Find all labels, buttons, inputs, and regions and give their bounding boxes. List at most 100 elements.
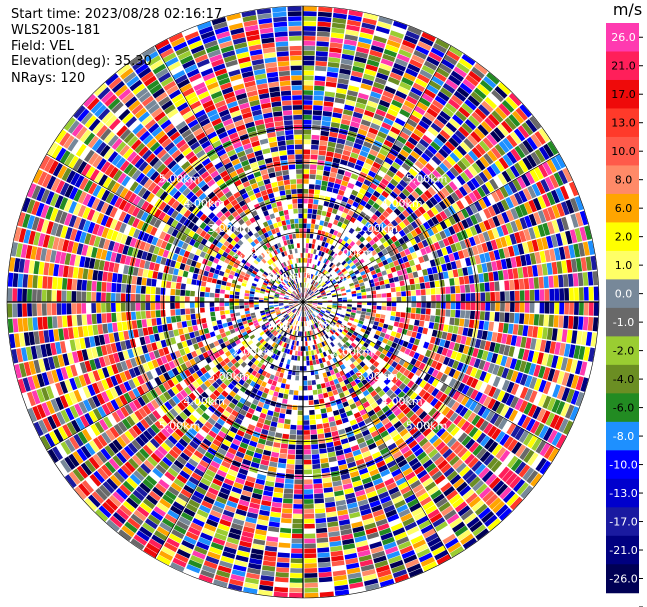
velocity-gate: [414, 160, 425, 170]
velocity-gate: [279, 413, 286, 419]
velocity-gate: [447, 542, 462, 553]
velocity-gate: [64, 474, 77, 488]
velocity-gate: [50, 193, 60, 207]
velocity-gate: [185, 480, 197, 490]
velocity-gate: [145, 294, 151, 302]
velocity-gate: [482, 490, 495, 503]
velocity-gate: [137, 375, 145, 385]
velocity-gate: [373, 35, 387, 44]
velocity-gate: [420, 314, 426, 321]
velocity-gate: [232, 386, 240, 394]
velocity-gate: [333, 8, 348, 15]
velocity-gate: [398, 229, 406, 237]
velocity-gate: [175, 289, 181, 296]
velocity-gate: [394, 573, 409, 583]
velocity-gate: [316, 36, 330, 42]
velocity-gate: [408, 259, 415, 267]
velocity-gate: [333, 317, 338, 322]
velocity-gate: [168, 398, 177, 408]
velocity-gate: [293, 314, 297, 320]
velocity-gate: [305, 311, 307, 317]
velocity-gate: [333, 440, 342, 447]
velocity-gate: [406, 118, 418, 128]
velocity-gate: [321, 292, 326, 295]
velocity-gate: [326, 237, 331, 244]
velocity-gate: [27, 274, 33, 288]
velocity-gate: [249, 291, 255, 295]
velocity-gate: [28, 360, 37, 375]
velocity-gate: [274, 307, 280, 310]
velocity-gate: [329, 329, 335, 335]
velocity-gate: [532, 225, 541, 239]
velocity-gate: [126, 415, 136, 427]
velocity-gate: [317, 204, 323, 211]
velocity-gate: [192, 518, 205, 527]
velocity-gate: [471, 460, 483, 472]
velocity-gate: [149, 490, 161, 502]
velocity-gate: [418, 362, 426, 371]
velocity-gate: [319, 312, 324, 317]
velocity-gate: [186, 564, 201, 574]
velocity-gate: [132, 217, 140, 228]
velocity-gate: [341, 154, 350, 161]
velocity-gate: [118, 211, 127, 222]
velocity-gate: [320, 291, 326, 294]
velocity-gate: [343, 328, 349, 334]
velocity-gate: [219, 302, 225, 307]
velocity-gate: [142, 522, 156, 534]
velocity-gate: [521, 416, 532, 429]
velocity-gate: [305, 258, 308, 263]
velocity-gate: [247, 407, 255, 415]
velocity-gate: [330, 251, 335, 257]
velocity-gate: [342, 483, 353, 490]
velocity-gate: [476, 83, 490, 96]
velocity-gate: [547, 141, 559, 156]
velocity-gate: [91, 292, 96, 302]
velocity-gate: [116, 283, 122, 293]
velocity-gate: [303, 174, 309, 179]
velocity-gate: [254, 297, 259, 300]
velocity-gate: [245, 516, 257, 524]
velocity-gate: [505, 196, 514, 209]
velocity-gate: [442, 83, 456, 94]
velocity-gate: [226, 375, 234, 383]
velocity-gate: [278, 542, 291, 548]
velocity-gate: [81, 303, 87, 314]
velocity-gate: [181, 242, 189, 250]
velocity-gate: [492, 215, 501, 227]
velocity-gate: [195, 419, 204, 429]
velocity-gate: [111, 182, 121, 194]
velocity-gate: [347, 14, 362, 22]
velocity-gate: [362, 302, 367, 305]
velocity-gate: [429, 513, 443, 524]
velocity-gate: [244, 521, 256, 529]
velocity-gate: [330, 545, 343, 552]
velocity-gate: [450, 440, 461, 451]
velocity-gate: [33, 261, 40, 275]
velocity-gate: [523, 432, 534, 446]
velocity-gate: [371, 504, 383, 513]
velocity-gate: [291, 548, 303, 554]
velocity-gate: [396, 296, 402, 302]
velocity-gate: [354, 377, 361, 385]
velocity-gate: [502, 137, 514, 151]
velocity-gate: [269, 426, 277, 432]
velocity-gate: [478, 359, 486, 370]
velocity-gate: [199, 375, 208, 383]
velocity-gate: [229, 426, 238, 434]
velocity-gate: [244, 480, 255, 488]
velocity-gate: [55, 382, 64, 396]
velocity-gate: [213, 257, 220, 264]
velocity-gate: [235, 451, 245, 459]
velocity-gate: [245, 412, 253, 419]
velocity-gate: [28, 260, 35, 274]
velocity-gate: [72, 326, 79, 339]
velocity-gate: [324, 96, 335, 103]
velocity-gate: [310, 365, 314, 371]
velocity-gate: [175, 383, 184, 392]
velocity-gate: [331, 560, 345, 567]
velocity-gate: [70, 364, 78, 377]
velocity-gate: [469, 225, 478, 236]
velocity-gate: [303, 375, 308, 381]
velocity-gate: [112, 491, 125, 504]
